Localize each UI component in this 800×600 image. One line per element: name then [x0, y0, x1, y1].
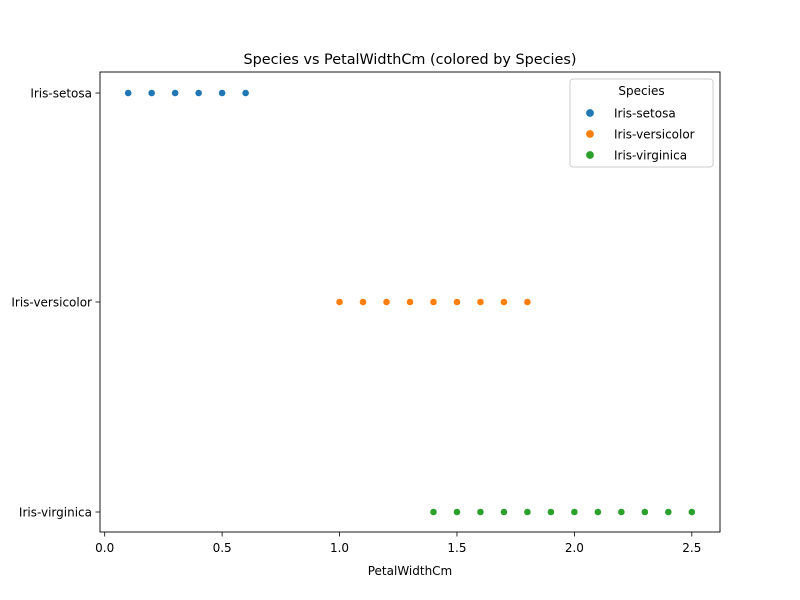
data-point — [124, 89, 133, 97]
data-point — [429, 508, 438, 516]
data-point — [406, 298, 414, 306]
chart-title: Species vs PetalWidthCm (colored by Spec… — [244, 52, 577, 68]
data-point — [194, 89, 203, 97]
y-tick-label: Iris-setosa — [30, 87, 92, 101]
data-point — [664, 508, 673, 516]
legend: Species Iris-setosa Iris-versicolor Iris-v… — [569, 78, 714, 168]
data-point — [523, 508, 532, 516]
data-point — [382, 298, 391, 306]
data-point — [523, 298, 532, 306]
data-point — [359, 298, 367, 306]
x-tick-label: 0.0 — [95, 541, 114, 555]
data-point — [640, 508, 649, 516]
legend-title: Species — [618, 84, 664, 98]
data-points — [124, 89, 696, 516]
y-tick-label: Iris-virginica — [19, 506, 92, 520]
data-point — [547, 508, 555, 516]
x-tick-label: 1.5 — [447, 541, 466, 555]
x-tick-label: 1.0 — [330, 541, 349, 555]
data-point — [476, 508, 485, 516]
legend-frame — [569, 78, 714, 168]
legend-label: Iris-versicolor — [614, 128, 695, 142]
series-iris-virginica — [429, 508, 696, 516]
x-tick-label: 2.5 — [682, 541, 701, 555]
x-axis-label: PetalWidthCm — [368, 564, 453, 578]
series-iris-setosa — [124, 89, 250, 97]
data-point — [617, 508, 626, 516]
y-tick-label: Iris-versicolor — [11, 296, 92, 310]
data-point — [453, 298, 461, 306]
data-point — [171, 89, 180, 97]
series-iris-versicolor — [335, 298, 532, 306]
data-point — [687, 508, 696, 516]
y-axis: Iris-setosa Iris-versicolor Iris-virginica — [11, 87, 100, 520]
data-point — [335, 298, 344, 306]
x-tick-label: 0.5 — [213, 541, 232, 555]
legend-marker — [585, 108, 595, 118]
data-point — [241, 89, 250, 97]
data-point — [593, 508, 602, 516]
data-point — [476, 298, 485, 306]
legend-marker — [585, 129, 595, 139]
data-point — [570, 508, 579, 516]
legend-label: Iris-setosa — [614, 107, 676, 121]
data-point — [500, 298, 508, 306]
data-point — [147, 89, 156, 97]
legend-marker — [585, 150, 595, 160]
data-point — [500, 508, 508, 516]
data-point — [218, 89, 227, 97]
x-tick-label: 2.0 — [565, 541, 584, 555]
legend-label: Iris-virginica — [614, 149, 687, 163]
x-axis: 0.0 0.5 1.0 1.5 2.0 2.5 — [95, 532, 701, 555]
data-point — [429, 298, 438, 306]
data-point — [453, 508, 461, 516]
